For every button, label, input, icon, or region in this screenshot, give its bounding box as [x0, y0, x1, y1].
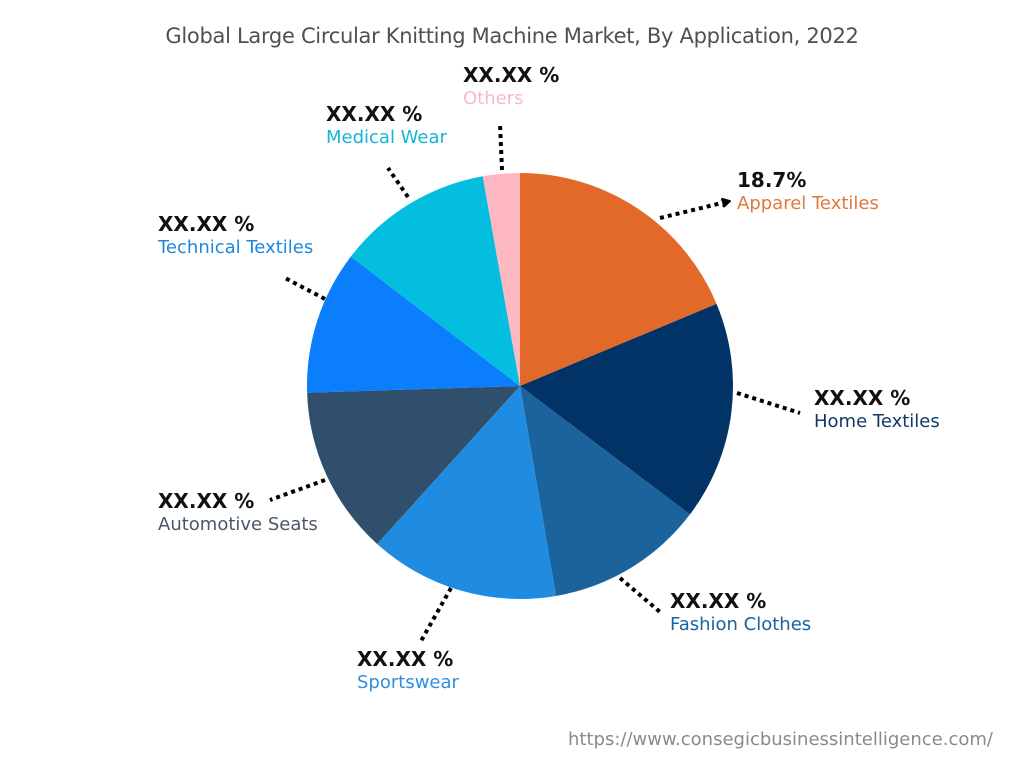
name-fashion-clothes: Fashion Clothes [670, 614, 812, 635]
value-others: XX.XX % [463, 63, 560, 87]
label-technical-textiles: XX.XX % Technical Textiles [158, 212, 313, 260]
label-medical-wear: XX.XX % Medical Wear [326, 102, 447, 150]
value-medical-wear: XX.XX % [326, 102, 423, 126]
pie-slice-apparel-textiles [520, 173, 717, 386]
label-others: XX.XX % Others [463, 63, 559, 111]
leader-line-technical-textiles [284, 276, 326, 301]
pie-slice-sportswear [377, 386, 556, 599]
leader-line-sportswear [419, 587, 453, 642]
pie-slice-home-textiles [520, 303, 733, 515]
pie-slice-automotive-seats [307, 386, 520, 544]
name-apparel-textiles: Apparel Textiles [737, 193, 879, 214]
source-url: https://www.consegicbusinessintelligence… [568, 729, 993, 750]
chart-title: Global Large Circular Knitting Machine M… [165, 24, 859, 48]
label-apparel-textiles: 18.7% Apparel Textiles [737, 168, 879, 216]
value-sportswear: XX.XX % [357, 647, 454, 671]
name-automotive-seats: Automotive Seats [158, 514, 318, 535]
value-fashion-clothes: XX.XX % [670, 589, 767, 613]
pie-slice-others [482, 173, 520, 386]
value-automotive-seats: XX.XX % [158, 489, 255, 513]
leader-line-apparel-textiles [659, 202, 726, 220]
name-technical-textiles: Technical Textiles [158, 237, 314, 258]
label-fashion-clothes: XX.XX % Fashion Clothes [670, 589, 811, 637]
label-automotive-seats: XX.XX % Automotive Seats [158, 489, 318, 537]
value-technical-textiles: XX.XX % [158, 212, 255, 236]
leader-line-fashion-clothes [618, 576, 662, 614]
leader-line-automotive-seats [269, 478, 326, 502]
name-home-textiles: Home Textiles [814, 411, 940, 432]
leader-line-others [498, 123, 504, 171]
value-apparel-textiles: 18.7% [737, 168, 807, 192]
name-others: Others [463, 88, 524, 109]
label-home-textiles: XX.XX % Home Textiles [814, 386, 940, 434]
pie-slice-technical-textiles [307, 256, 520, 393]
name-sportswear: Sportswear [357, 672, 459, 693]
label-sportswear: XX.XX % Sportswear [357, 647, 459, 695]
name-medical-wear: Medical Wear [326, 127, 447, 148]
leader-lines [269, 123, 801, 642]
pie-slice-fashion-clothes [520, 386, 690, 596]
pie-slice-medical-wear [350, 176, 520, 386]
value-home-textiles: XX.XX % [814, 386, 911, 410]
pie-slices [307, 173, 733, 599]
leader-line-home-textiles [736, 391, 801, 415]
leader-line-medical-wear [386, 166, 410, 199]
